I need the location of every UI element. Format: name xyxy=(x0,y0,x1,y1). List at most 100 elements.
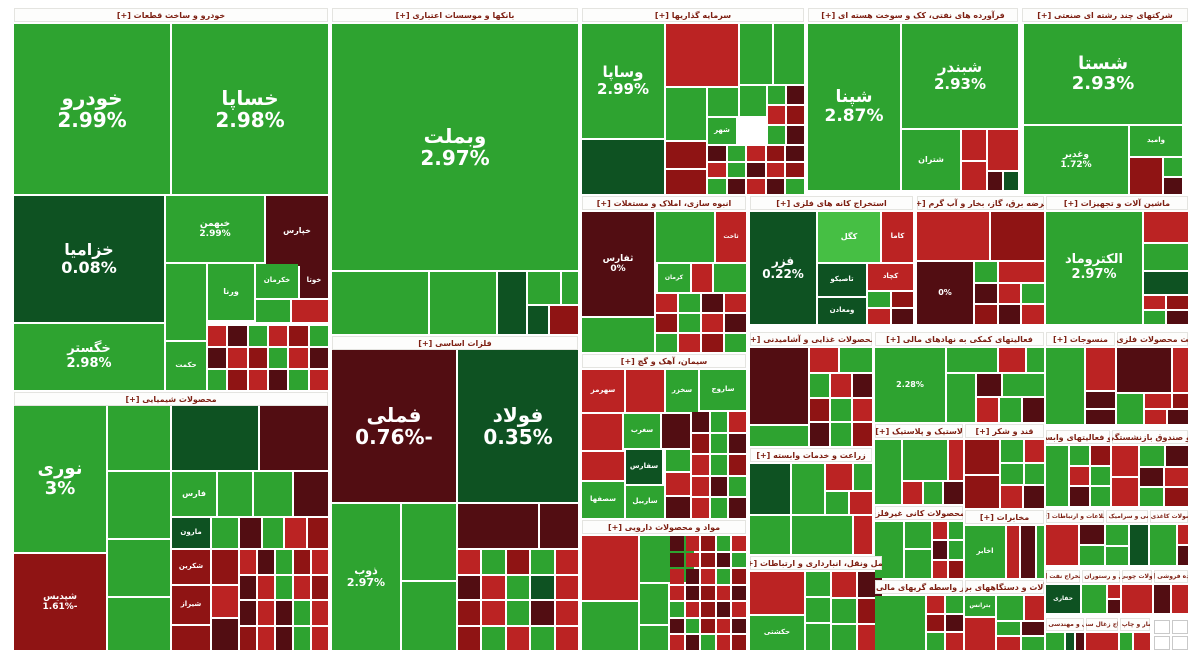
sector-header-sugar[interactable]: قند و شکر [+] xyxy=(965,424,1044,438)
stock-tile[interactable] xyxy=(1172,636,1188,650)
sector-header-oilextract[interactable]: استخراج نفت [+] xyxy=(1046,570,1080,583)
stock-tile[interactable] xyxy=(1167,311,1188,324)
stock-tile[interactable] xyxy=(582,318,654,352)
sector-header-telecom[interactable]: مخابرات [+] xyxy=(965,510,1044,524)
stock-tile[interactable]: 2.28% xyxy=(875,348,945,422)
stock-tile[interactable] xyxy=(727,179,746,194)
stock-tile[interactable] xyxy=(506,626,530,650)
sector-header-print[interactable]: انتشار و چاپ [+] xyxy=(1120,618,1150,631)
stock-tile[interactable] xyxy=(506,550,530,574)
sector-header-metals[interactable]: فلزات اساسی [+] xyxy=(332,336,578,350)
stock-tile[interactable] xyxy=(708,88,738,116)
stock-tile[interactable] xyxy=(1178,525,1188,544)
stock-tile[interactable] xyxy=(1150,525,1176,565)
sector-header-rubber[interactable]: لاستیک و پلاستیک [+] xyxy=(875,424,963,438)
stock-tile[interactable] xyxy=(710,433,728,454)
stock-tile[interactable] xyxy=(826,464,852,490)
sector-header-otherfin[interactable]: سایر واسطه گریهای مالی [+] xyxy=(875,580,963,594)
stock-tile[interactable] xyxy=(725,294,746,312)
stock-tile[interactable] xyxy=(768,106,785,124)
stock-tile[interactable] xyxy=(702,314,723,332)
sector-header-realestate[interactable]: انبوه سازی، املاک و مستغلات [+] xyxy=(582,196,746,210)
stock-tile[interactable] xyxy=(258,550,274,574)
stock-tile[interactable] xyxy=(905,522,931,548)
stock-tile[interactable] xyxy=(1130,158,1162,194)
stock-tile[interactable] xyxy=(1122,585,1152,613)
stock-tile[interactable] xyxy=(555,626,578,650)
sector-header-computer[interactable]: رایانه و فعالیتهای وابسته [+] xyxy=(1046,430,1110,444)
stock-tile[interactable] xyxy=(1165,468,1188,486)
stock-tile[interactable] xyxy=(1023,486,1044,508)
stock-tile[interactable] xyxy=(1120,633,1132,650)
sector-header-auto[interactable]: خودرو و ساخت قطعات [+] xyxy=(14,8,328,22)
stock-tile-شستا[interactable]: شستا 2.93% xyxy=(1024,24,1182,124)
stock-tile[interactable] xyxy=(1172,585,1188,613)
stock-tile[interactable] xyxy=(506,575,530,599)
stock-tile-حکشتی[interactable]: حکشتی xyxy=(750,616,804,650)
stock-tile[interactable] xyxy=(482,626,505,650)
stock-tile[interactable] xyxy=(766,162,785,178)
stock-tile[interactable] xyxy=(832,572,856,597)
stock-tile[interactable] xyxy=(666,496,690,518)
stock-tile[interactable] xyxy=(998,305,1021,324)
stock-tile[interactable] xyxy=(716,536,731,551)
stock-tile[interactable] xyxy=(262,518,283,548)
stock-tile[interactable] xyxy=(998,284,1021,303)
stock-tile[interactable] xyxy=(1106,547,1128,565)
sector-header-machinery[interactable]: ماشین آلات و تجهیزات [+] xyxy=(1046,196,1188,210)
stock-tile-شهر[interactable]: شهر xyxy=(708,118,736,144)
stock-tile[interactable] xyxy=(1070,446,1089,465)
stock-tile[interactable] xyxy=(716,602,731,617)
sector-header-elecmach[interactable]: ماشین آلات و دستگاههای برقی [+] xyxy=(965,580,1044,594)
stock-tile[interactable] xyxy=(332,272,428,334)
stock-tile[interactable] xyxy=(679,314,700,332)
stock-tile[interactable] xyxy=(458,575,481,599)
stock-tile[interactable] xyxy=(988,172,1002,190)
stock-tile[interactable] xyxy=(1154,636,1170,650)
stock-tile[interactable] xyxy=(1086,348,1115,390)
stock-tile[interactable] xyxy=(208,348,227,368)
stock-tile[interactable] xyxy=(766,179,785,194)
sector-header-metalprod[interactable]: ساخت محصولات فلزی [+] xyxy=(1117,332,1188,346)
stock-tile[interactable] xyxy=(1091,466,1110,486)
stock-tile[interactable] xyxy=(666,450,690,472)
stock-tile[interactable] xyxy=(240,550,256,574)
sector-header-mining[interactable]: استخراج کانه های فلزی [+] xyxy=(750,196,913,210)
stock-tile[interactable] xyxy=(1046,633,1064,650)
stock-tile[interactable] xyxy=(531,601,554,625)
stock-tile[interactable] xyxy=(750,516,790,554)
stock-tile-خبهمن[interactable]: خبهمن 2.99% xyxy=(166,196,264,262)
stock-tile[interactable] xyxy=(701,585,715,601)
stock-tile[interactable] xyxy=(248,326,267,346)
stock-tile[interactable] xyxy=(1164,158,1182,176)
stock-tile[interactable] xyxy=(258,575,274,599)
sector-header-paper[interactable]: محصولات کاغذی [+] xyxy=(1150,510,1188,523)
stock-tile[interactable] xyxy=(430,272,496,334)
stock-tile[interactable] xyxy=(1082,585,1106,613)
sector-header-invest[interactable]: سرمایه گذاریها [+] xyxy=(582,8,804,22)
stock-tile[interactable] xyxy=(108,540,170,596)
stock-tile[interactable] xyxy=(1117,394,1143,424)
stock-tile[interactable] xyxy=(528,306,548,334)
stock-tile-ذوب[interactable]: ذوب 2.97% xyxy=(332,504,400,650)
stock-tile[interactable] xyxy=(806,598,830,622)
stock-tile-وامید[interactable]: وامید xyxy=(1130,126,1182,156)
stock-tile[interactable] xyxy=(228,326,247,346)
stock-tile-کچاد[interactable]: کچاد xyxy=(868,264,913,290)
stock-tile[interactable] xyxy=(792,464,824,514)
stock-tile[interactable] xyxy=(666,473,690,495)
stock-tile-حفاری[interactable]: حفاری xyxy=(1046,585,1080,613)
stock-tile[interactable] xyxy=(854,516,872,554)
stock-tile[interactable] xyxy=(768,86,785,104)
stock-tile[interactable] xyxy=(708,162,726,178)
stock-tile[interactable] xyxy=(852,374,872,397)
stock-tile-شبندر[interactable]: شبندر 2.93% xyxy=(902,24,1018,128)
stock-tile[interactable] xyxy=(312,601,328,625)
stock-tile[interactable] xyxy=(692,455,709,475)
stock-tile[interactable] xyxy=(946,614,963,632)
stock-tile-شکرین[interactable]: شکرین xyxy=(172,550,210,584)
stock-tile[interactable] xyxy=(949,522,963,540)
stock-tile[interactable] xyxy=(917,212,989,260)
stock-tile-فزر[interactable]: فزر 0.22% xyxy=(750,212,816,324)
stock-tile[interactable] xyxy=(1001,486,1022,508)
